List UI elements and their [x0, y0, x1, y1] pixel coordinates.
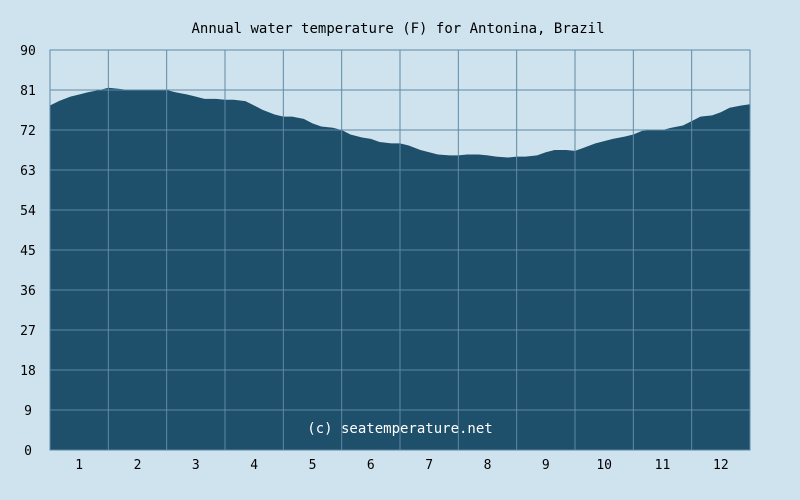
x-tick-label: 6 — [367, 458, 375, 473]
copyright-watermark: (c) seatemperature.net — [307, 421, 492, 437]
x-tick-label: 5 — [309, 458, 317, 473]
y-tick-label: 90 — [20, 44, 36, 59]
x-tick-label: 9 — [542, 458, 550, 473]
plot-frame — [49, 49, 751, 451]
chart-title: Annual water temperature (F) for Antonin… — [191, 21, 604, 37]
x-tick-label: 10 — [596, 458, 612, 473]
x-tick-label: 8 — [484, 458, 492, 473]
y-tick-label: 81 — [20, 84, 36, 99]
x-tick-label: 3 — [192, 458, 200, 473]
y-tick-label: 72 — [20, 124, 36, 139]
x-tick-label: 7 — [425, 458, 433, 473]
y-tick-label: 45 — [20, 244, 36, 259]
y-tick-label: 9 — [24, 404, 32, 419]
y-tick-label: 27 — [20, 324, 36, 339]
x-tick-label: 11 — [655, 458, 671, 473]
y-tick-label: 0 — [24, 444, 32, 459]
y-tick-label: 36 — [20, 284, 36, 299]
x-tick-label: 2 — [134, 458, 142, 473]
y-tick-label: 54 — [20, 204, 36, 219]
x-tick-label: 12 — [713, 458, 729, 473]
x-tick-label: 1 — [75, 458, 83, 473]
y-tick-label: 63 — [20, 164, 36, 179]
x-tick-label: 4 — [250, 458, 258, 473]
y-tick-label: 18 — [20, 364, 36, 379]
